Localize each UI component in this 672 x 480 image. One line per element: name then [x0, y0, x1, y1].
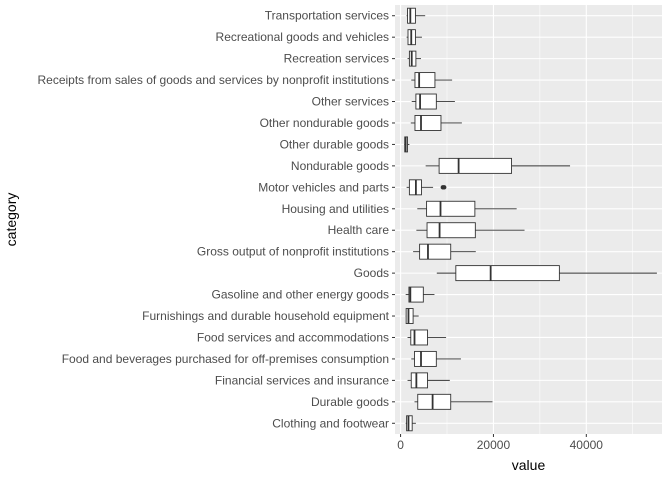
y-tick-label: Furnishings and durable household equipm… — [142, 309, 390, 323]
y-tick-label: Clothing and footwear — [272, 416, 389, 430]
y-tick-label: Recreational goods and vehicles — [216, 30, 389, 44]
box-financial-services-and-insurance — [407, 372, 450, 389]
box-iqr — [410, 372, 428, 389]
box-goods — [436, 265, 657, 282]
box-other-durable-goods — [404, 136, 410, 153]
x-tick-label: 0 — [397, 438, 404, 452]
y-tick-label: Gross output of nonprofit institutions — [197, 245, 389, 259]
box-recreational-goods-and-vehicles — [406, 29, 422, 46]
y-tick-label: Food and beverages purchased for off-pre… — [62, 352, 389, 366]
box-health-care — [416, 222, 525, 239]
y-axis: Clothing and footwear Durable goods Financ… — [37, 9, 395, 430]
box-food-and-beverages-purchased-for-off-premises-consumption — [411, 350, 461, 367]
box-transportation-services — [406, 7, 426, 24]
box-motor-vehicles-and-parts — [406, 179, 447, 196]
y-tick-label: Food services and accommodations — [197, 330, 389, 344]
y-tick-label: Health care — [328, 223, 390, 237]
box-furnishings-and-durable-household-equipment — [405, 308, 419, 324]
box-other-services — [411, 93, 455, 110]
box-iqr — [415, 93, 437, 110]
y-tick-label: Gasoline and other energy goods — [212, 288, 389, 302]
box-iqr — [410, 329, 428, 346]
y-tick-label: Durable goods — [311, 395, 389, 409]
y-tick-label: Recreation services — [284, 52, 389, 66]
plot-panel — [395, 5, 662, 434]
box-iqr — [408, 286, 424, 303]
box-iqr — [414, 72, 436, 89]
box-recreation-services — [407, 50, 422, 67]
box-iqr — [414, 115, 442, 131]
x-axis: 0 20000 40000 — [397, 434, 603, 452]
y-tick-label: Transportation services — [265, 9, 389, 23]
x-axis-title: value — [512, 457, 546, 473]
box-food-services-and-accommodations — [407, 329, 447, 346]
box-iqr — [417, 393, 452, 410]
box-iqr — [426, 200, 476, 217]
y-tick-label: Financial services and insurance — [215, 373, 389, 387]
box-iqr — [407, 7, 416, 24]
box-iqr — [405, 308, 414, 324]
x-tick-label: 20000 — [477, 438, 511, 452]
box-receipts-from-sales-of-goods-and-services-by-nonprofit-institutions — [411, 72, 453, 89]
y-tick-label: Nondurable goods — [291, 159, 389, 173]
box-iqr — [414, 350, 437, 367]
y-tick-label: Housing and utilities — [282, 202, 389, 216]
outlier-point — [442, 185, 447, 190]
box-iqr — [438, 157, 513, 174]
y-tick-label: Other services — [312, 95, 389, 109]
y-tick-label: Receipts from sales of goods and service… — [37, 73, 389, 87]
box-iqr — [406, 415, 413, 432]
y-axis-title: category — [3, 193, 19, 247]
y-tick-label: Goods — [354, 266, 389, 280]
box-iqr — [419, 243, 452, 260]
y-tick-label: Other nondurable goods — [260, 116, 389, 130]
box-gross-output-of-nonprofit-institutions — [413, 243, 476, 260]
y-tick-label: Motor vehicles and parts — [258, 180, 389, 194]
box-other-nondurable-goods — [410, 115, 462, 131]
x-tick-label: 40000 — [570, 438, 604, 452]
box-durable-goods — [414, 393, 493, 410]
box-layer — [404, 7, 657, 432]
box-iqr — [408, 50, 417, 67]
box-iqr — [455, 265, 560, 282]
box-clothing-and-footwear — [405, 415, 416, 432]
box-gasoline-and-other-energy-goods — [405, 286, 435, 303]
box-housing-and-utilities — [417, 200, 517, 217]
box-iqr — [426, 222, 476, 239]
box-nondurable-goods — [425, 157, 571, 174]
y-tick-label: Other durable goods — [280, 137, 389, 151]
